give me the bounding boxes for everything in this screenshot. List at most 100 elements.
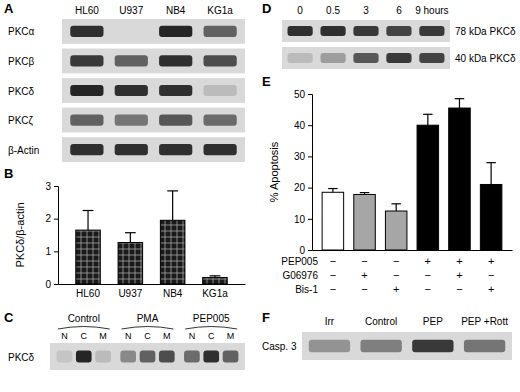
bar (118, 243, 143, 284)
error-bar (328, 189, 337, 193)
y-tick-label: 20 (294, 182, 306, 193)
treatment-sign: + (393, 283, 399, 295)
treatment-sign: + (361, 269, 367, 281)
group-label: PEP005 (193, 313, 230, 324)
lane-label: M (99, 331, 107, 341)
error-bar (423, 114, 432, 125)
row-label: PKCδ (8, 352, 35, 363)
chart-1: 01020304050% ApoptosisPEP005−−−+++G06976… (268, 89, 513, 295)
blot-band (419, 53, 444, 63)
blot-band (204, 85, 237, 96)
y-tick-mark (308, 94, 312, 95)
blot-band (464, 340, 505, 353)
lane-label: 9 hours (415, 5, 448, 16)
blot-band (320, 53, 345, 63)
treatment-sign: − (393, 269, 399, 281)
error-bar (210, 276, 221, 278)
x-tick-label: HL60 (76, 288, 100, 299)
treatment-label: G06976 (282, 270, 318, 281)
blot-band (159, 350, 175, 362)
treatment-sign: − (361, 283, 367, 295)
blot-band (159, 55, 192, 66)
error-bar (167, 191, 178, 220)
treatment-label: PEP005 (281, 256, 318, 267)
panel-label: F (262, 310, 270, 325)
lane-label: 3 (363, 5, 369, 16)
blot-band (412, 340, 453, 353)
row-label: Casp. 3 (262, 341, 297, 352)
y-tick-label: 3 (45, 181, 51, 192)
error-bar (125, 233, 136, 243)
lane-label: M (163, 331, 171, 341)
error-bar (391, 204, 400, 211)
y-tick-label: 2 (45, 213, 51, 224)
treatment-sign: + (456, 269, 462, 281)
y-axis-line (54, 187, 59, 285)
row-label: 78 kDa PKCδ (455, 26, 516, 37)
panel-a: HL60U937NB4KG1aPKCαPKCβPKCδPKCζβ-Actin (8, 5, 245, 162)
blot-band (203, 350, 219, 362)
panel-d: 00.5369 hours78 kDa PKCδ40 kDa PKCδ (282, 5, 516, 69)
y-tick: 10 (294, 214, 312, 225)
treatment-sign: − (456, 283, 462, 295)
lane-label: NB4 (166, 5, 186, 16)
y-axis: 0123 (45, 181, 58, 290)
error-bar-cap (210, 275, 221, 276)
lane-label: 0.5 (326, 5, 340, 16)
treatment-sign: − (488, 269, 494, 281)
blot-band (115, 26, 148, 37)
lane-label: U937 (119, 5, 143, 16)
y-tick-mark (54, 219, 58, 220)
bar (449, 108, 471, 250)
treatment-sign: − (393, 255, 399, 267)
blot-band (70, 55, 103, 66)
blot-band (70, 26, 103, 37)
y-tick-mark (308, 250, 312, 251)
y-tick-label: 0 (299, 245, 305, 256)
group-bracket (58, 327, 110, 330)
x-tick-label: NB4 (163, 288, 183, 299)
x-tick-label: KG1a (202, 288, 228, 299)
y-tick-mark (308, 188, 312, 189)
bar (417, 125, 439, 250)
blot-strip (302, 332, 512, 360)
blot-band (320, 26, 345, 36)
y-tick-mark (54, 284, 58, 285)
y-tick: 40 (294, 120, 312, 131)
blot-strip (62, 78, 245, 103)
blot-band (204, 144, 237, 155)
error-bar-cap (125, 232, 136, 233)
error-bar-stem (459, 99, 460, 108)
lane-label: N (61, 331, 68, 341)
y-tick: 1 (45, 246, 58, 257)
lane-label: M (227, 331, 235, 341)
treatment-sign: + (488, 255, 494, 267)
blot-band (386, 26, 411, 36)
group-label: PMA (137, 313, 159, 324)
blot-band (76, 350, 92, 362)
error-bar-stem (130, 233, 131, 243)
error-bar-cap (360, 192, 369, 193)
x-tick: NB4 (163, 284, 183, 299)
bar (160, 220, 185, 284)
bar (385, 211, 407, 250)
blot-band (204, 55, 237, 66)
lane-label: N (125, 331, 132, 341)
blot-band (70, 144, 103, 155)
y-tick: 30 (294, 151, 312, 162)
y-tick-mark (308, 156, 312, 157)
lane-label: PEP (423, 316, 443, 327)
blot-strip (62, 108, 245, 133)
lane-label: HL60 (75, 5, 99, 16)
error-bar-stem (427, 114, 428, 125)
row-label: 40 kDa PKCδ (455, 53, 516, 64)
y-tick-label: 50 (294, 89, 306, 100)
blot-strip (282, 20, 450, 42)
panel-label: A (4, 1, 14, 16)
blot-band (309, 340, 350, 353)
row-label: PKCζ (8, 115, 34, 127)
treatment-sign: − (330, 269, 336, 281)
blot-band (159, 144, 192, 155)
blot-strip (62, 137, 245, 162)
group-bracket (185, 327, 237, 330)
